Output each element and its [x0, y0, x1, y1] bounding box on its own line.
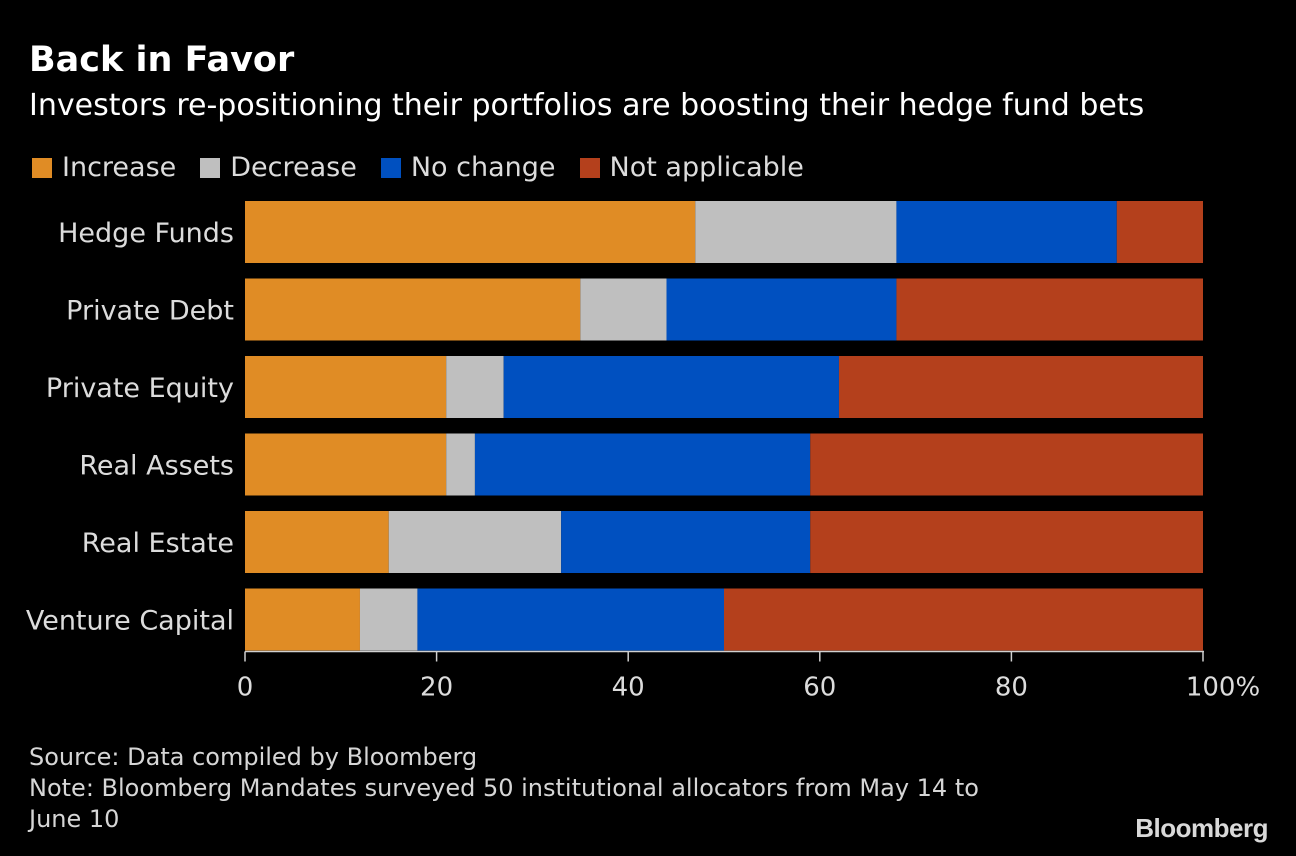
x-tick-label: 80: [995, 673, 1028, 703]
category-label-venture-capital: Venture Capital: [26, 606, 234, 637]
bar-hedge-funds-decrease: [695, 201, 897, 263]
chart-subtitle: Investors re-positioning their portfolio…: [29, 88, 1145, 123]
legend-label-no-change: No change: [410, 152, 556, 183]
bar-real-estate-not-applicable: [810, 511, 1203, 573]
bar-hedge-funds-increase: [245, 201, 696, 263]
bloomberg-logo: Bloomberg: [1135, 813, 1268, 843]
bar-private-equity-decrease: [446, 356, 504, 418]
legend-label-decrease: Decrease: [230, 152, 357, 183]
bar-private-equity-not-applicable: [838, 356, 1203, 418]
legend-item-not-applicable: Not applicable: [579, 152, 804, 183]
bar-venture-capital-not-applicable: [724, 588, 1203, 651]
legend-swatch-decrease: [200, 157, 221, 178]
bar-venture-capital-decrease: [359, 588, 418, 651]
legend-item-decrease: Decrease: [200, 152, 357, 183]
bar-hedge-funds-not-applicable: [1116, 201, 1203, 263]
legend-item-increase: Increase: [32, 152, 176, 183]
bar-real-estate-increase: [245, 511, 389, 573]
source-note: Source: Data compiled by Bloomberg: [29, 743, 478, 771]
bar-real-estate-no-change: [561, 511, 811, 573]
category-label-real-assets: Real Assets: [79, 451, 234, 482]
legend-label-not-applicable: Not applicable: [609, 152, 804, 183]
bar-hedge-funds-no-change: [896, 201, 1117, 263]
x-tick-label: 0: [237, 673, 254, 703]
bar-real-assets-decrease: [446, 433, 475, 496]
category-label-private-debt: Private Debt: [66, 296, 234, 327]
category-label-hedge-funds: Hedge Funds: [58, 218, 234, 249]
legend-swatch-not-applicable: [579, 157, 600, 178]
bar-venture-capital-increase: [245, 588, 360, 651]
legend-item-no-change: No change: [380, 152, 556, 183]
survey-note-line-1: Note: Bloomberg Mandates surveyed 50 ins…: [29, 774, 979, 802]
bar-private-debt-decrease: [580, 278, 667, 341]
bar-private-debt-increase: [245, 278, 581, 341]
bar-real-assets-increase: [245, 433, 447, 496]
bar-private-equity-increase: [245, 356, 447, 418]
footer-notes: Source: Data compiled by Bloomberg Note:…: [29, 742, 979, 835]
x-tick-label: 20: [420, 673, 453, 703]
bar-private-debt-not-applicable: [896, 278, 1203, 341]
category-label-real-estate: Real Estate: [82, 528, 234, 559]
bar-private-debt-no-change: [666, 278, 897, 341]
legend: Increase Decrease No change Not applicab…: [32, 152, 828, 183]
bar-real-assets-no-change: [474, 433, 811, 496]
survey-note-line-2: June 10: [29, 805, 120, 833]
x-tick-label: 40: [612, 673, 645, 703]
x-tick-label: 60: [803, 673, 836, 703]
legend-swatch-increase: [32, 157, 52, 178]
chart-title: Back in Favor: [29, 40, 295, 80]
category-label-private-equity: Private Equity: [46, 373, 234, 404]
bar-private-equity-no-change: [503, 356, 839, 418]
bar-real-assets-not-applicable: [810, 433, 1203, 496]
x-tick-label: 100%: [1186, 673, 1260, 703]
bar-real-estate-decrease: [388, 511, 562, 573]
legend-swatch-no-change: [380, 157, 401, 178]
legend-label-increase: Increase: [62, 152, 177, 183]
bar-venture-capital-no-change: [417, 588, 724, 651]
